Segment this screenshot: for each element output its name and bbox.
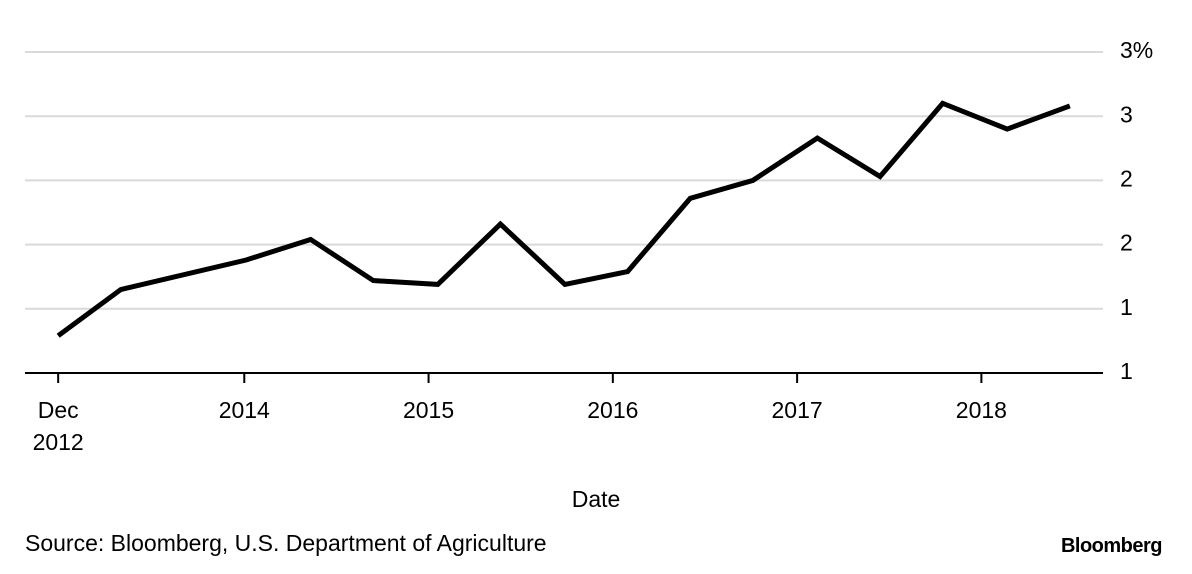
y-tick-label: 2 — [1120, 230, 1133, 256]
source: Source: Bloomberg, U.S. Department of Ag… — [25, 530, 547, 556]
x-tick-label: 2014 — [218, 397, 270, 423]
y-tick-label: 3 — [1120, 101, 1133, 127]
x-tick-label: 2015 — [402, 397, 455, 423]
brand: Bloomberg — [1060, 535, 1163, 557]
x-tick-label: 2017 — [771, 397, 823, 423]
y-tick-label: 3% — [1120, 37, 1153, 63]
y-tick-label: 2 — [1120, 165, 1133, 191]
x-tick-label: 2016 — [587, 397, 639, 423]
y-tick-label: 1 — [1120, 294, 1133, 320]
x-tick-label: 2018 — [955, 397, 1007, 423]
x-axis-label: Date — [571, 486, 621, 512]
line-series — [56, 100, 1071, 338]
y-tick-label: 1 — [1120, 358, 1133, 384]
x-tick-label: Dec 2012 — [32, 397, 84, 455]
